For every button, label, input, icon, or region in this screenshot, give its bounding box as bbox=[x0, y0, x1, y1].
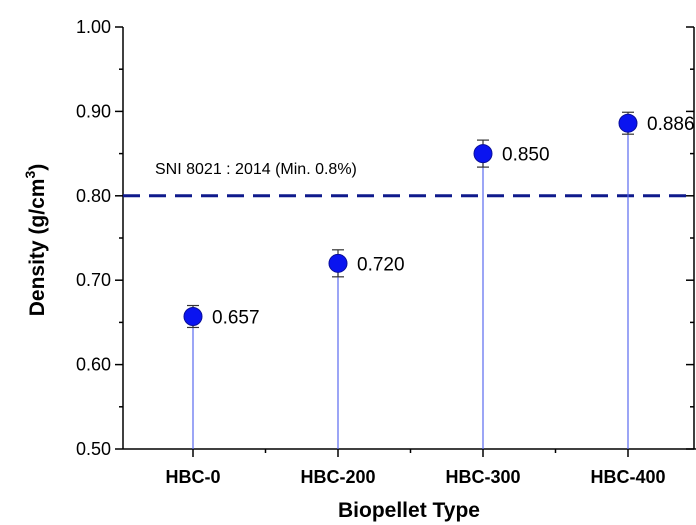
x-tick-label: HBC-300 bbox=[445, 467, 520, 487]
data-label: 0.657 bbox=[212, 307, 260, 328]
x-tick-label: HBC-200 bbox=[300, 467, 375, 487]
data-label: 0.886 bbox=[647, 114, 695, 135]
x-tick-label: HBC-400 bbox=[590, 467, 665, 487]
data-point bbox=[618, 113, 638, 133]
data-point bbox=[473, 144, 493, 164]
y-axis-title-main: Density (g/cm bbox=[26, 179, 49, 317]
y-tick-label: 0.80 bbox=[76, 186, 111, 206]
y-axis-title: Density (g/cm3) bbox=[22, 164, 49, 317]
y-tick-label: 0.90 bbox=[76, 101, 111, 121]
y-tick-label: 1.00 bbox=[76, 17, 111, 37]
data-label: 0.720 bbox=[357, 254, 405, 275]
data-label: 0.850 bbox=[502, 145, 550, 166]
x-tick-label: HBC-0 bbox=[165, 467, 220, 487]
y-axis-title-close: ) bbox=[26, 164, 49, 171]
y-tick-label: 0.60 bbox=[76, 355, 111, 375]
data-point bbox=[183, 306, 203, 326]
data-point bbox=[328, 253, 348, 273]
x-axis-title: Biopellet Type bbox=[338, 499, 480, 522]
y-tick-label: 0.50 bbox=[76, 439, 111, 459]
y-axis-title-superscript: 3 bbox=[22, 171, 38, 179]
y-tick-label: 0.70 bbox=[76, 270, 111, 290]
reference-line-label: SNI 8021 : 2014 (Min. 0.8%) bbox=[155, 161, 357, 178]
